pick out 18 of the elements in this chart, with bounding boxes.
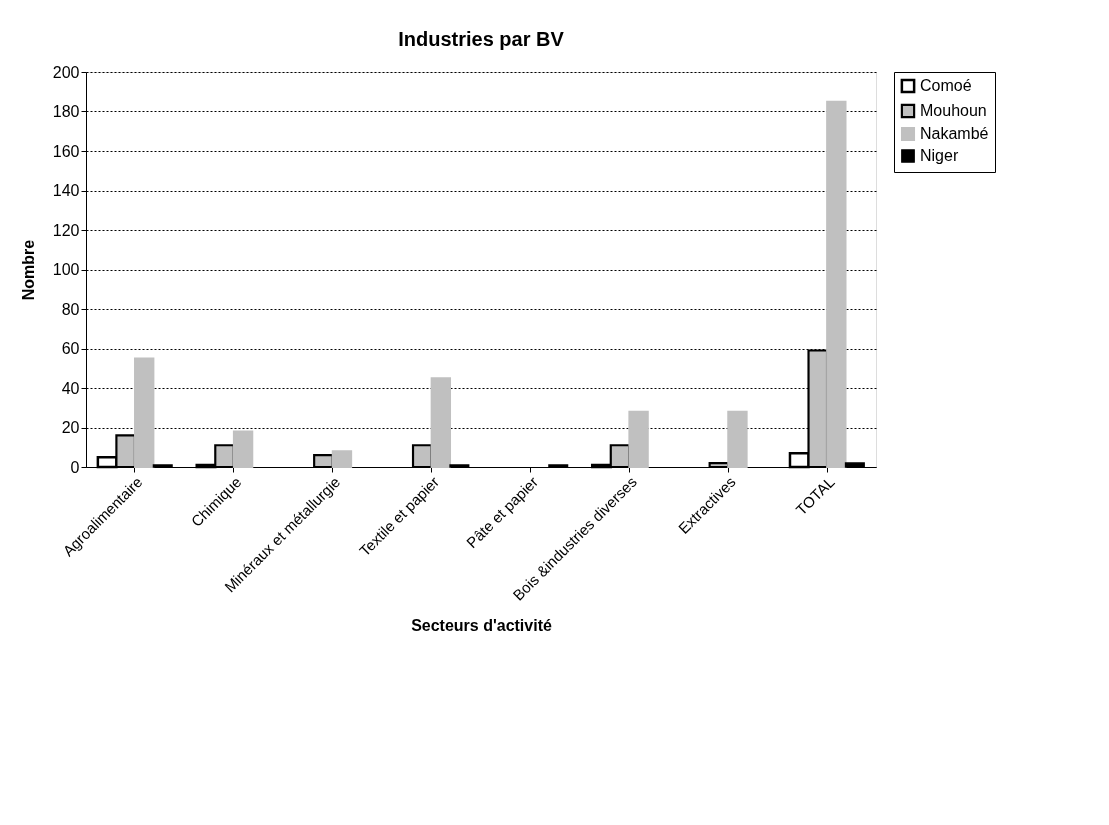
y-tick-label: 120 bbox=[52, 221, 80, 239]
y-tick-label: 20 bbox=[61, 419, 80, 436]
y-tick-label: 80 bbox=[61, 300, 80, 318]
y-tick-label: 0 bbox=[70, 458, 80, 476]
y-tick-label: 140 bbox=[52, 182, 80, 199]
legend-label: Comoé bbox=[920, 77, 972, 94]
y-tick-label: 100 bbox=[52, 261, 80, 278]
legend-label: Mouhoun bbox=[920, 102, 987, 119]
y-tick-label: 40 bbox=[61, 379, 80, 397]
y-tick-label: 60 bbox=[61, 340, 80, 357]
y-tick-label: 180 bbox=[52, 103, 80, 120]
y-axis-title: Nombre bbox=[19, 239, 37, 301]
legend-label: Niger bbox=[920, 147, 959, 164]
legend-label: Nakambé bbox=[920, 125, 989, 142]
y-tick-label: 200 bbox=[52, 63, 80, 81]
chart-title: Industries par BV bbox=[398, 28, 565, 50]
y-tick-label: 160 bbox=[52, 142, 80, 160]
x-axis-title: Secteurs d'activité bbox=[411, 616, 552, 634]
